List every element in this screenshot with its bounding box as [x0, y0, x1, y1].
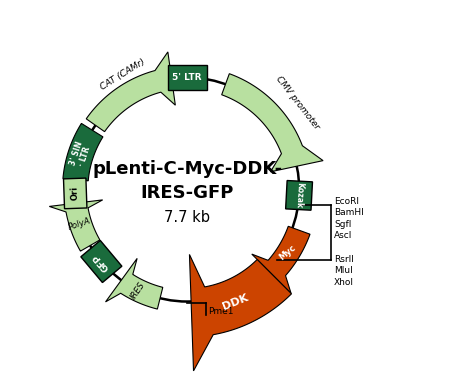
- Text: CMV promoter: CMV promoter: [273, 75, 320, 132]
- Polygon shape: [81, 241, 122, 283]
- Text: Ori: Ori: [70, 186, 80, 201]
- Polygon shape: [86, 52, 175, 132]
- Text: AscI: AscI: [333, 231, 351, 240]
- Text: 3' SIN
· LTR: 3' SIN · LTR: [68, 140, 93, 170]
- Polygon shape: [251, 226, 309, 293]
- Text: PolyA: PolyA: [67, 216, 92, 232]
- Text: CAT (CAMr): CAT (CAMr): [99, 57, 147, 92]
- Text: Pme1: Pme1: [207, 307, 233, 316]
- Polygon shape: [63, 178, 87, 209]
- Text: IRES-GFP: IRES-GFP: [140, 184, 233, 202]
- Text: SgfI: SgfI: [333, 219, 350, 229]
- Polygon shape: [221, 74, 322, 172]
- Polygon shape: [285, 180, 312, 210]
- Polygon shape: [168, 65, 206, 90]
- Polygon shape: [49, 200, 102, 251]
- Text: MluI: MluI: [333, 266, 352, 275]
- Text: Kozak: Kozak: [293, 182, 304, 208]
- Text: EcoRI: EcoRI: [333, 197, 358, 206]
- Text: pLenti-C-Myc-DDK-: pLenti-C-Myc-DDK-: [92, 160, 282, 178]
- Text: Myc: Myc: [277, 243, 297, 262]
- Text: XhoI: XhoI: [333, 277, 353, 287]
- Text: BamHI: BamHI: [333, 208, 363, 217]
- Text: 5' LTR: 5' LTR: [172, 73, 201, 82]
- Polygon shape: [189, 254, 291, 371]
- Text: RsrII: RsrII: [333, 255, 353, 264]
- Text: 7.7 kb: 7.7 kb: [164, 210, 210, 225]
- Text: DDK: DDK: [220, 293, 249, 312]
- Text: GFP: GFP: [91, 251, 111, 272]
- Polygon shape: [63, 124, 103, 181]
- Polygon shape: [105, 258, 163, 309]
- Text: IRES: IRES: [128, 280, 146, 301]
